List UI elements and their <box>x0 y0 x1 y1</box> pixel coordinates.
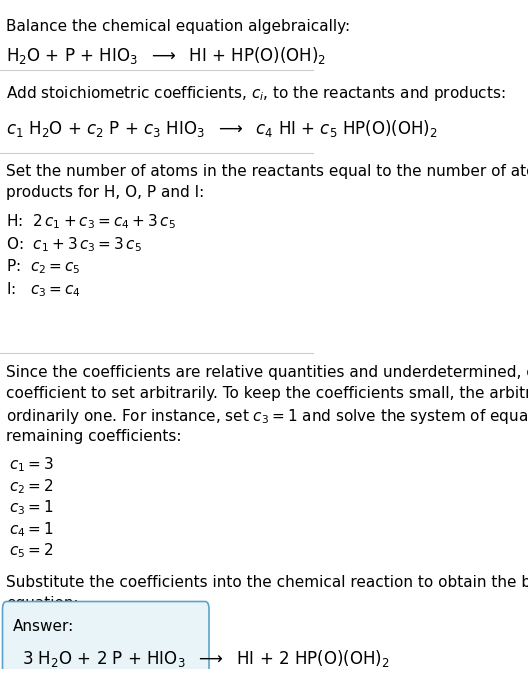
Text: equation:: equation: <box>6 596 79 611</box>
Text: $c_1 = 3$: $c_1 = 3$ <box>10 456 54 474</box>
Text: $c_1$ H$_2$O + $c_2$ P + $c_3$ HIO$_3$  $\longrightarrow$  $c_4$ HI + $c_5$ HP(O: $c_1$ H$_2$O + $c_2$ P + $c_3$ HIO$_3$ $… <box>6 118 438 139</box>
Text: P:  $c_2 = c_5$: P: $c_2 = c_5$ <box>6 257 81 276</box>
Text: $c_3 = 1$: $c_3 = 1$ <box>10 499 54 517</box>
Text: O:  $c_1 + 3\,c_3 = 3\,c_5$: O: $c_1 + 3\,c_3 = 3\,c_5$ <box>6 235 142 253</box>
Text: 3 H$_2$O + 2 P + HIO$_3$  $\longrightarrow$  HI + 2 HP(O)(OH)$_2$: 3 H$_2$O + 2 P + HIO$_3$ $\longrightarro… <box>22 648 390 669</box>
Text: Set the number of atoms in the reactants equal to the number of atoms in the: Set the number of atoms in the reactants… <box>6 164 528 179</box>
Text: $c_4 = 1$: $c_4 = 1$ <box>10 520 54 539</box>
Text: Since the coefficients are relative quantities and underdetermined, choose a: Since the coefficients are relative quan… <box>6 365 528 379</box>
Text: coefficient to set arbitrarily. To keep the coefficients small, the arbitrary va: coefficient to set arbitrarily. To keep … <box>6 386 528 401</box>
Text: H$_2$O + P + HIO$_3$  $\longrightarrow$  HI + HP(O)(OH)$_2$: H$_2$O + P + HIO$_3$ $\longrightarrow$ H… <box>6 46 326 67</box>
Text: Answer:: Answer: <box>13 619 74 634</box>
Text: products for H, O, P and I:: products for H, O, P and I: <box>6 185 204 200</box>
Text: Add stoichiometric coefficients, $c_i$, to the reactants and products:: Add stoichiometric coefficients, $c_i$, … <box>6 84 506 103</box>
Text: $c_5 = 2$: $c_5 = 2$ <box>10 541 54 560</box>
Text: ordinarily one. For instance, set $c_3 = 1$ and solve the system of equations fo: ordinarily one. For instance, set $c_3 =… <box>6 408 528 427</box>
Text: H:  $2\,c_1 + c_3 = c_4 + 3\,c_5$: H: $2\,c_1 + c_3 = c_4 + 3\,c_5$ <box>6 212 176 231</box>
Text: Substitute the coefficients into the chemical reaction to obtain the balanced: Substitute the coefficients into the che… <box>6 575 528 590</box>
Text: remaining coefficients:: remaining coefficients: <box>6 429 182 444</box>
Text: I:   $c_3 = c_4$: I: $c_3 = c_4$ <box>6 280 81 299</box>
Text: Balance the chemical equation algebraically:: Balance the chemical equation algebraica… <box>6 19 351 34</box>
FancyBboxPatch shape <box>3 601 209 674</box>
Text: $c_2 = 2$: $c_2 = 2$ <box>10 477 54 496</box>
